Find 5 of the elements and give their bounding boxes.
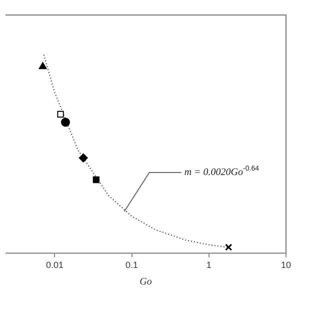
x-tick-label: 1 <box>206 260 212 270</box>
x-tick-label: 0.01 <box>46 260 64 270</box>
x-tick-label: 10 <box>280 260 292 270</box>
x-tick-label: 0.1 <box>126 260 138 270</box>
x-axis-title: Go <box>140 276 152 288</box>
